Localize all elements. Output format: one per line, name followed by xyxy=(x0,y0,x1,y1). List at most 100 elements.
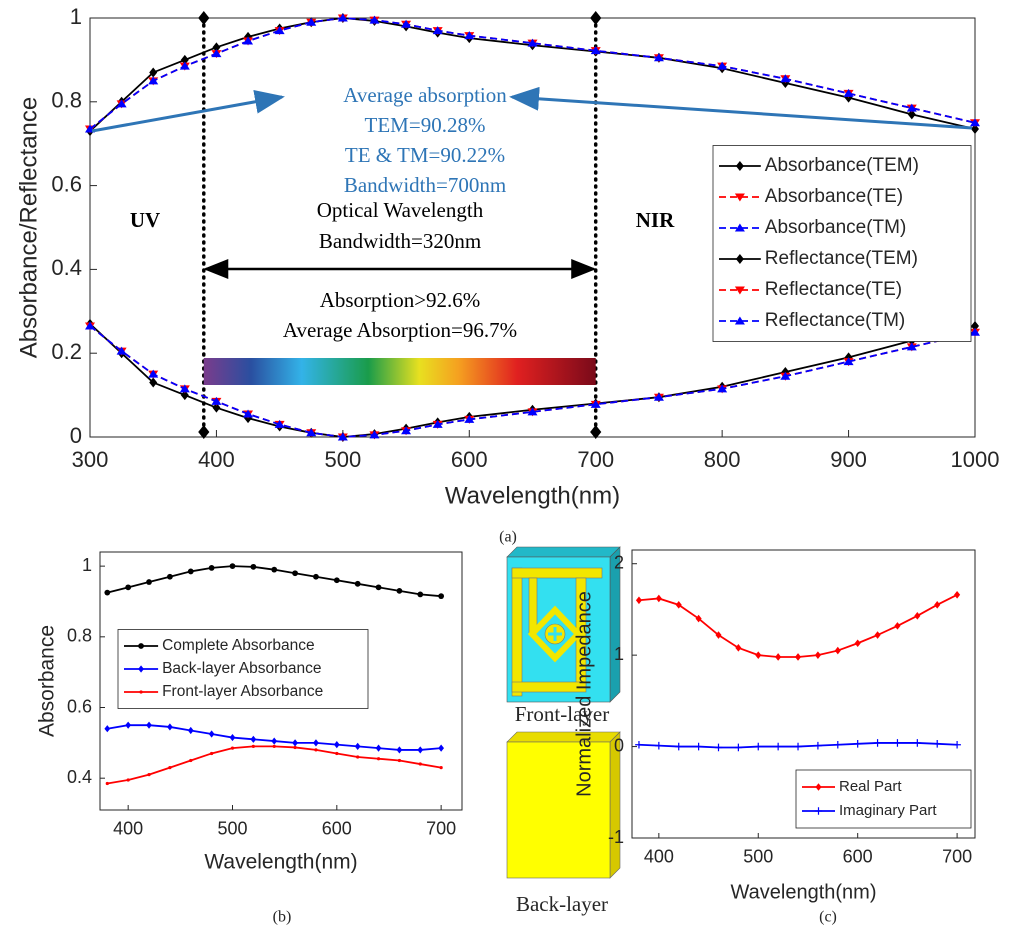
legend-label: Reflectance(TEM) xyxy=(765,248,918,269)
marker xyxy=(179,61,190,70)
marker xyxy=(251,744,255,749)
marker xyxy=(146,579,152,585)
y-tick-label: 0 xyxy=(70,423,82,448)
marker xyxy=(104,725,111,733)
marker xyxy=(210,751,214,756)
marker xyxy=(814,807,823,815)
marker xyxy=(735,161,744,171)
marker xyxy=(243,409,254,418)
marker xyxy=(147,773,151,777)
marker xyxy=(354,580,361,587)
marker xyxy=(653,53,664,62)
x-tick-label: 600 xyxy=(843,847,873,867)
marker xyxy=(655,741,663,750)
marker xyxy=(734,743,743,752)
marker xyxy=(717,384,728,393)
legend-label: Front-layer Absorbance xyxy=(162,683,323,700)
marker xyxy=(401,19,412,28)
marker xyxy=(187,726,194,735)
marker xyxy=(527,38,538,47)
marker xyxy=(970,327,980,336)
annotation: Average Absorption=96.7% xyxy=(283,318,517,342)
marker xyxy=(306,428,317,437)
marker xyxy=(834,646,841,655)
legend-label: Reflectance(TE) xyxy=(765,279,902,300)
y-tick-label: 0.2 xyxy=(51,339,82,364)
front-layer-diagram xyxy=(506,546,621,703)
x-tick-label: 500 xyxy=(324,447,361,472)
marker xyxy=(694,742,703,751)
marker xyxy=(292,570,298,577)
x-tick-label: 1000 xyxy=(951,447,1000,472)
marker xyxy=(814,651,821,659)
marker xyxy=(85,321,95,330)
y-tick-label: 0.6 xyxy=(67,696,92,716)
marker xyxy=(913,739,922,747)
legend-label: Reflectance(TM) xyxy=(765,310,905,331)
marker xyxy=(874,631,881,639)
marker xyxy=(432,26,443,35)
legend-label: Absorbance(TM) xyxy=(765,217,907,238)
y-tick-label: 0 xyxy=(614,735,624,755)
marker xyxy=(527,407,538,416)
y-tick-label: 0.8 xyxy=(67,626,92,646)
marker xyxy=(168,765,172,770)
marker xyxy=(179,384,190,393)
x-tick-label: 300 xyxy=(72,447,109,472)
marker xyxy=(271,737,278,745)
back-layer-diagram xyxy=(506,731,621,879)
marker xyxy=(675,601,682,609)
marker xyxy=(250,563,257,570)
marker xyxy=(971,124,979,135)
marker xyxy=(590,46,601,55)
legend-box xyxy=(795,769,972,829)
marker xyxy=(854,639,861,648)
marker xyxy=(139,690,143,694)
marker xyxy=(116,346,127,355)
y-axis-label: Normalized Impedance xyxy=(573,591,595,797)
marker xyxy=(906,103,917,112)
back-layer-label: Back-layer xyxy=(516,892,608,916)
marker xyxy=(208,730,215,738)
marker xyxy=(418,762,422,766)
marker xyxy=(306,17,317,26)
x-tick-label: 900 xyxy=(830,447,867,472)
marker xyxy=(755,651,762,659)
x-axis-label: Wavelength(nm) xyxy=(731,881,877,903)
marker xyxy=(198,11,210,25)
marker xyxy=(274,419,285,428)
y-tick-label: 0.4 xyxy=(67,767,92,787)
marker xyxy=(335,751,339,756)
y-tick-label: 1 xyxy=(614,644,624,664)
marker xyxy=(250,735,257,743)
marker xyxy=(438,744,445,752)
marker xyxy=(954,591,961,599)
legend-box xyxy=(117,629,369,709)
marker xyxy=(149,67,158,78)
marker xyxy=(464,31,475,40)
marker xyxy=(906,342,917,351)
x-axis-label: Wavelength(nm) xyxy=(445,482,620,509)
marker xyxy=(369,15,380,24)
marker xyxy=(734,316,745,325)
arrow xyxy=(91,89,285,133)
marker xyxy=(635,596,642,605)
marker xyxy=(104,589,111,596)
marker xyxy=(432,419,443,428)
marker xyxy=(354,742,361,750)
marker xyxy=(314,748,318,752)
legend-label: Absorbance(TEM) xyxy=(765,155,919,176)
marker xyxy=(853,740,862,748)
x-tick-label: 400 xyxy=(113,819,143,839)
legend-box xyxy=(712,145,972,342)
marker xyxy=(934,601,941,609)
marker xyxy=(189,758,193,763)
marker xyxy=(774,742,782,751)
marker xyxy=(734,286,745,295)
y-tick-label: 2 xyxy=(614,552,624,572)
marker xyxy=(375,744,382,752)
annotation: Bandwidth=700nm xyxy=(344,173,506,197)
marker xyxy=(417,591,424,598)
marker xyxy=(717,61,728,70)
marker xyxy=(914,612,921,620)
